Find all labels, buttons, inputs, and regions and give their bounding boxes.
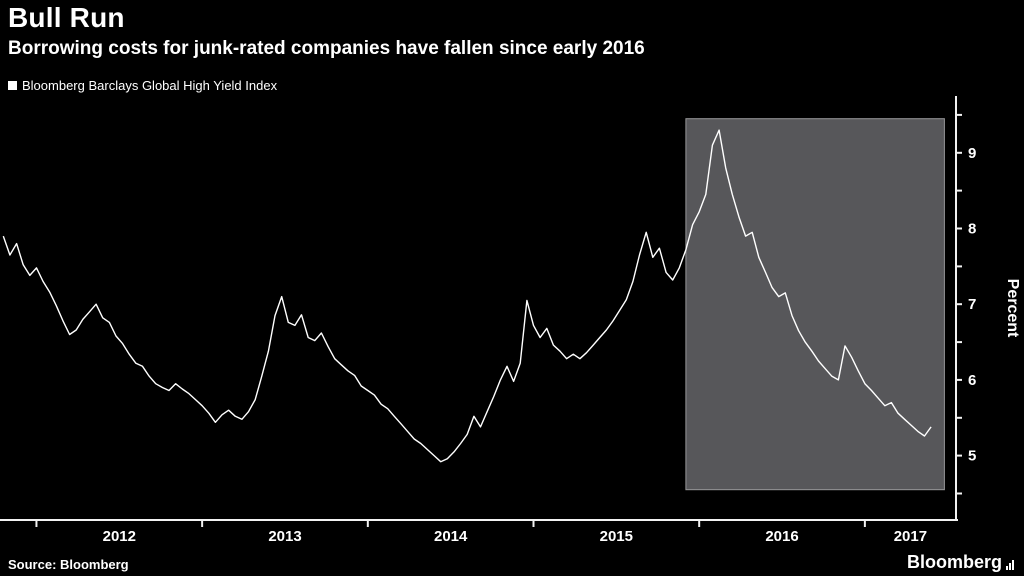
x-tick-label: 2012 [103, 528, 136, 545]
brand-wordmark: Bloomberg [906, 552, 1002, 572]
bloomberg-brand: Bloomberg [907, 552, 1014, 573]
x-tick-label: 2015 [600, 528, 633, 545]
y-tick-label: 6 [968, 372, 976, 389]
legend-swatch-icon [8, 81, 17, 90]
highlight-region [685, 118, 945, 491]
y-axis-title: Percent [1004, 279, 1021, 338]
x-tick-label: 2013 [268, 528, 301, 545]
x-tick-label: 2014 [434, 528, 468, 545]
chart-canvas: 2012 2013 2014 2015 2016 2017 5 6 7 8 9 Percent [0, 96, 1021, 545]
source-note: Source: Bloomberg [8, 557, 129, 572]
legend: Bloomberg Barclays Global High Yield Ind… [8, 78, 277, 93]
y-tick-label: 9 [968, 145, 976, 162]
page-subtitle: Borrowing costs for junk-rated companies… [8, 38, 645, 59]
y-tick-label: 5 [968, 448, 976, 465]
bar-chart-icon [1006, 560, 1014, 573]
page-title: Bull Run [8, 2, 125, 33]
series-line [2, 129, 932, 463]
y-tick-label: 7 [968, 296, 976, 313]
x-tick-label: 2017 [894, 528, 927, 545]
x-tick-label: 2016 [765, 528, 798, 545]
y-tick-label: 8 [968, 221, 976, 238]
legend-label: Bloomberg Barclays Global High Yield Ind… [22, 78, 278, 93]
